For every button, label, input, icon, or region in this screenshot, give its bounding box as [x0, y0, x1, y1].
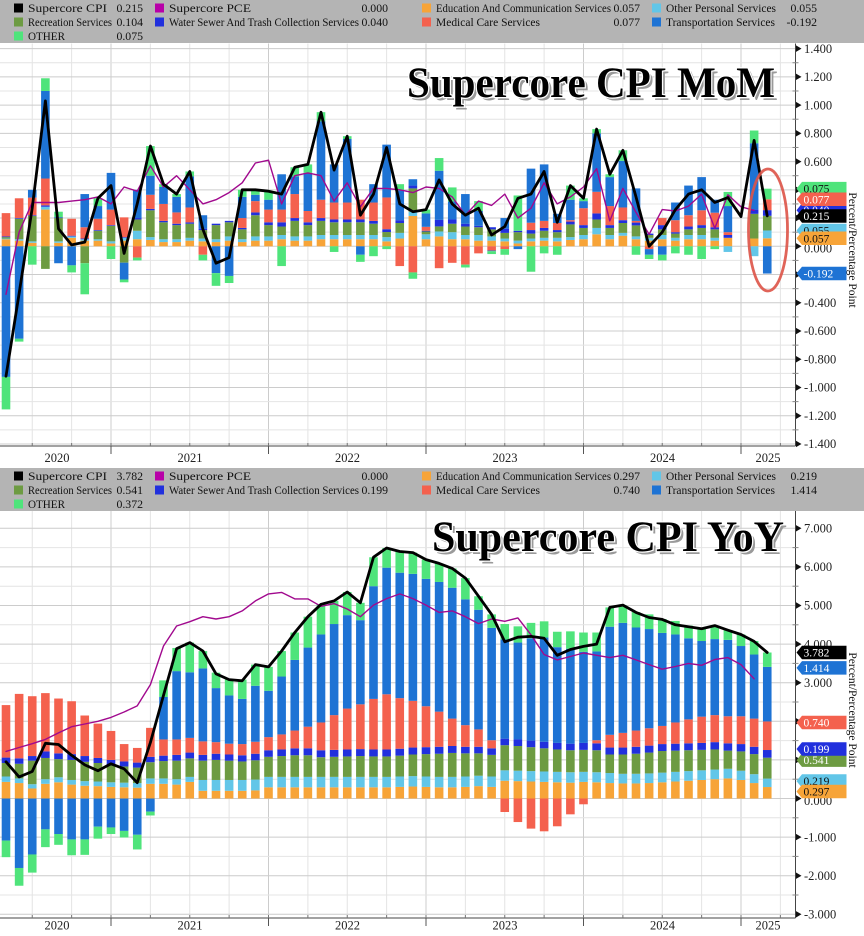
- svg-text:Supercore CPI: Supercore CPI: [28, 469, 107, 483]
- svg-text:Supercore PCE: Supercore PCE: [169, 469, 251, 483]
- svg-text:Supercore CPI MoM: Supercore CPI MoM: [410, 63, 778, 110]
- svg-text:Supercore CPI YoY: Supercore CPI YoY: [435, 517, 787, 564]
- svg-text:Other Personal Services: Other Personal Services: [666, 469, 776, 483]
- svg-text:Education And Communication Se: Education And Communication Services: [436, 1, 611, 15]
- svg-text:2025: 2025: [756, 451, 781, 465]
- svg-text:7.000: 7.000: [804, 522, 832, 536]
- svg-text:2024: 2024: [650, 919, 676, 933]
- svg-text:Supercore PCE: Supercore PCE: [169, 1, 251, 15]
- svg-text:2023: 2023: [493, 919, 518, 933]
- svg-text:OTHER: OTHER: [28, 29, 65, 43]
- svg-text:1.414: 1.414: [790, 483, 817, 497]
- svg-text:Medical Care Services: Medical Care Services: [436, 15, 540, 29]
- svg-text:1.200: 1.200: [804, 70, 832, 84]
- svg-text:0.541: 0.541: [804, 755, 830, 767]
- svg-text:Education And Communication Se: Education And Communication Services: [436, 469, 611, 483]
- svg-text:5.000: 5.000: [804, 599, 832, 613]
- svg-text:-0.400: -0.400: [804, 296, 836, 310]
- svg-text:2020: 2020: [45, 919, 70, 933]
- svg-text:Percent/Percentage Point: Percent/Percentage Point: [846, 652, 858, 768]
- svg-text:0.199: 0.199: [804, 744, 830, 756]
- svg-text:0.057: 0.057: [613, 1, 640, 15]
- svg-text:0.740: 0.740: [613, 483, 640, 497]
- svg-text:1.400: 1.400: [804, 42, 832, 56]
- svg-text:-0.192: -0.192: [804, 268, 834, 280]
- svg-text:3.782: 3.782: [804, 648, 830, 660]
- svg-text:3.782: 3.782: [116, 469, 143, 483]
- svg-text:0.000: 0.000: [361, 469, 388, 483]
- svg-text:0.297: 0.297: [613, 469, 640, 483]
- svg-text:-1.000: -1.000: [804, 381, 836, 395]
- svg-text:Water Sewer And Trash Collecti: Water Sewer And Trash Collection Service…: [169, 15, 359, 29]
- svg-text:3.000: 3.000: [804, 676, 832, 690]
- svg-text:Percent/Percentage Point: Percent/Percentage Point: [846, 192, 858, 308]
- svg-text:-1.200: -1.200: [804, 409, 836, 423]
- svg-text:0.372: 0.372: [116, 497, 143, 511]
- svg-text:0.199: 0.199: [361, 483, 388, 497]
- svg-text:6.000: 6.000: [804, 560, 832, 574]
- svg-text:0.219: 0.219: [790, 469, 817, 483]
- svg-text:1.414: 1.414: [804, 663, 830, 675]
- svg-text:0.104: 0.104: [116, 15, 143, 29]
- svg-text:0.215: 0.215: [116, 1, 143, 15]
- svg-text:-0.192: -0.192: [787, 15, 818, 29]
- svg-text:0.297: 0.297: [804, 787, 830, 799]
- svg-text:0.000: 0.000: [361, 1, 388, 15]
- svg-text:2021: 2021: [178, 451, 203, 465]
- svg-text:0.215: 0.215: [804, 211, 830, 223]
- svg-text:Transportation Services: Transportation Services: [666, 15, 775, 29]
- svg-text:2020: 2020: [45, 451, 70, 465]
- svg-text:0.057: 0.057: [804, 233, 830, 245]
- svg-text:-1.400: -1.400: [804, 437, 836, 451]
- svg-text:Other Personal Services: Other Personal Services: [666, 1, 776, 15]
- svg-text:-0.800: -0.800: [804, 352, 836, 366]
- svg-text:Supercore CPI YoY: Supercore CPI YoY: [432, 514, 784, 561]
- svg-text:2023: 2023: [493, 451, 518, 465]
- svg-text:0.040: 0.040: [361, 15, 388, 29]
- svg-text:-1.000: -1.000: [804, 830, 836, 844]
- svg-text:1.000: 1.000: [804, 98, 832, 112]
- svg-text:0.740: 0.740: [804, 717, 830, 729]
- svg-text:0.600: 0.600: [804, 155, 832, 169]
- svg-text:-2.000: -2.000: [804, 869, 836, 883]
- svg-text:2024: 2024: [650, 451, 676, 465]
- svg-text:-0.600: -0.600: [804, 324, 836, 338]
- svg-text:Recreation Services: Recreation Services: [28, 483, 112, 497]
- svg-text:0.055: 0.055: [790, 1, 817, 15]
- svg-text:Recreation Services: Recreation Services: [28, 15, 112, 29]
- svg-text:Water Sewer And Trash Collecti: Water Sewer And Trash Collection Service…: [169, 483, 359, 497]
- svg-text:0.077: 0.077: [804, 194, 830, 206]
- svg-text:0.075: 0.075: [116, 29, 143, 43]
- svg-text:OTHER: OTHER: [28, 497, 65, 511]
- svg-text:Supercore CPI: Supercore CPI: [28, 1, 107, 15]
- svg-text:2021: 2021: [178, 919, 203, 933]
- svg-text:Medical Care Services: Medical Care Services: [436, 483, 540, 497]
- svg-text:2022: 2022: [335, 919, 360, 933]
- svg-text:0.077: 0.077: [613, 15, 640, 29]
- svg-text:Supercore CPI MoM: Supercore CPI MoM: [407, 60, 775, 107]
- svg-text:-3.000: -3.000: [804, 908, 836, 922]
- svg-text:0.541: 0.541: [116, 483, 143, 497]
- svg-text:0.800: 0.800: [804, 127, 832, 141]
- svg-text:2025: 2025: [756, 919, 781, 933]
- svg-text:Transportation Services: Transportation Services: [666, 483, 775, 497]
- svg-text:2022: 2022: [335, 451, 360, 465]
